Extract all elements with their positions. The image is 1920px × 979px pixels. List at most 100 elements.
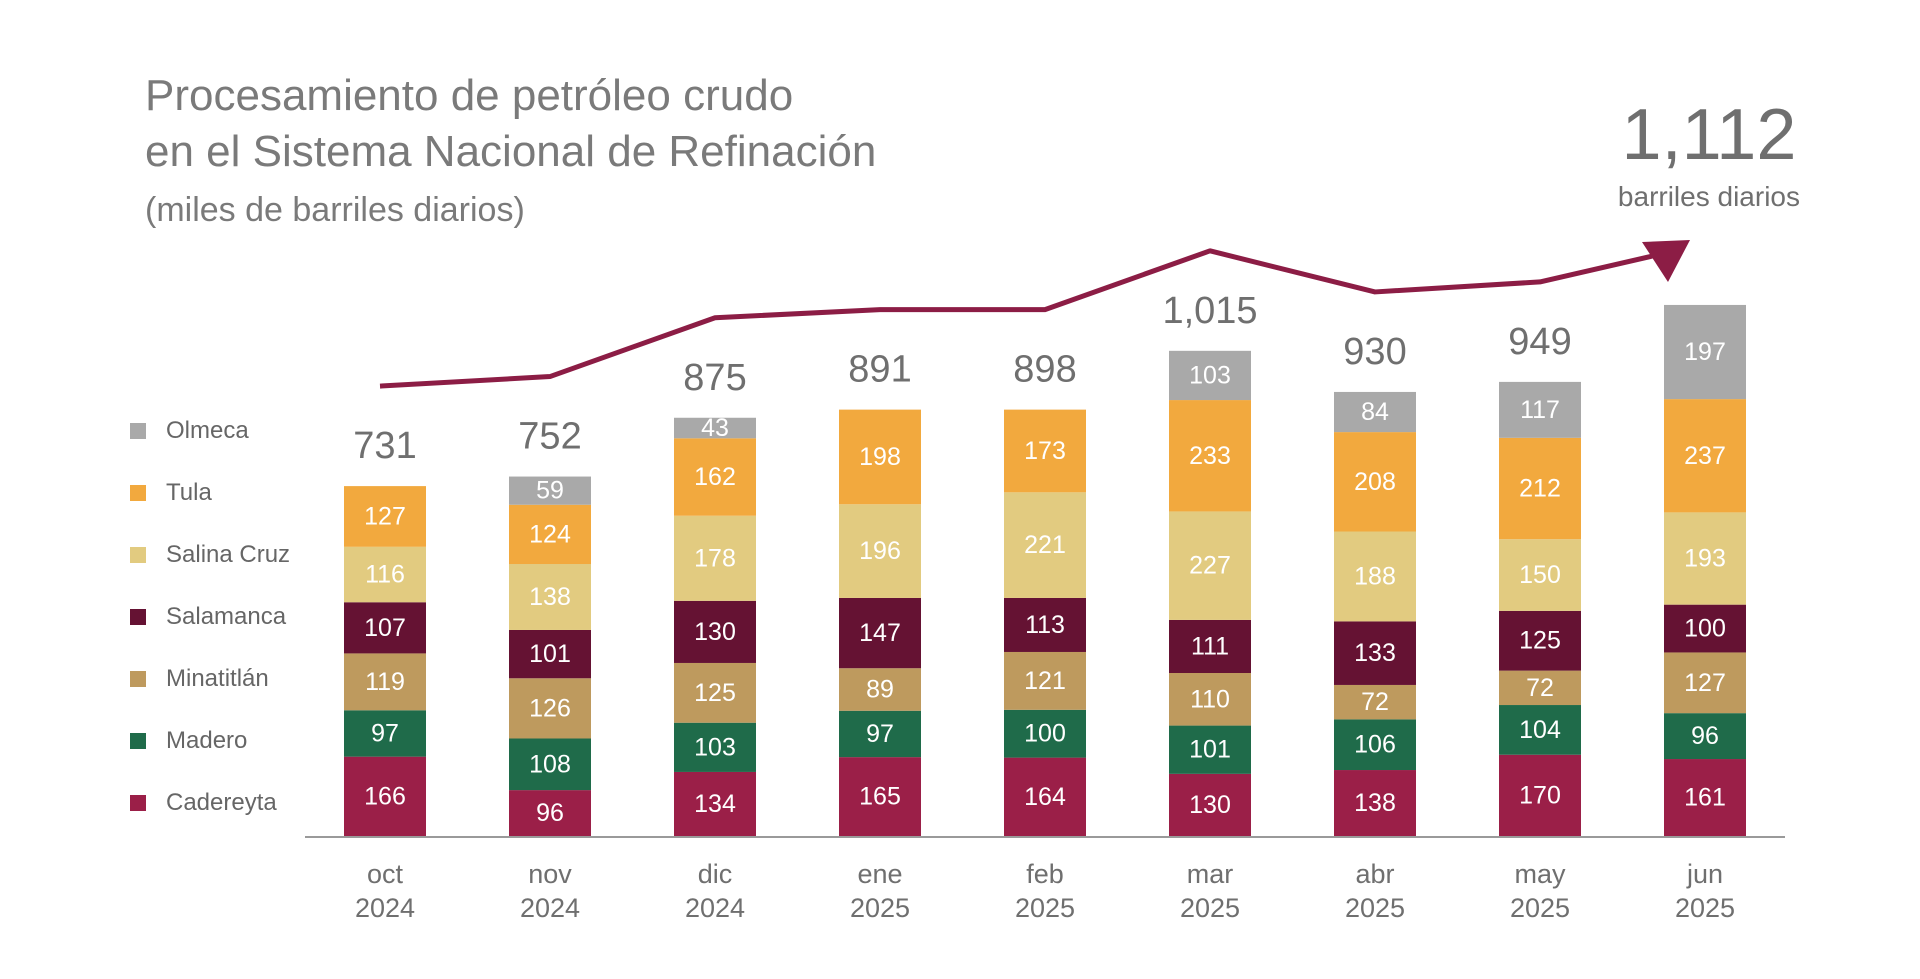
legend-swatch xyxy=(130,733,146,749)
bar-segment xyxy=(1664,713,1746,760)
bar-segment-label: 138 xyxy=(1354,789,1396,817)
bar-segment xyxy=(1499,539,1581,611)
bar-segment xyxy=(1499,610,1581,671)
bar-segment xyxy=(839,757,921,836)
legend-label: Madero xyxy=(166,727,248,754)
bar-segment-label: 43 xyxy=(701,414,729,442)
x-tick-label-month: feb xyxy=(1026,859,1064,889)
bar-segment xyxy=(839,668,921,711)
bar-segment xyxy=(1169,673,1251,726)
x-tick-label-month: oct xyxy=(367,859,404,889)
bar-segment-label: 119 xyxy=(365,668,405,696)
x-tick-label-year: 2025 xyxy=(1015,893,1075,923)
bar-segment xyxy=(674,438,756,516)
bar-segment xyxy=(839,597,921,669)
highlight-unit: barriles diarios xyxy=(1617,181,1800,212)
bar-segment-label: 117 xyxy=(1520,396,1560,424)
bar-segment-label: 147 xyxy=(859,619,901,647)
bar-segment-label: 96 xyxy=(536,799,564,827)
bar-total-label: 875 xyxy=(683,357,746,399)
bar-segment-label: 138 xyxy=(529,583,571,611)
bar-segment-label: 121 xyxy=(1024,667,1066,695)
bar-segment xyxy=(674,662,756,723)
highlight-value: 1,112 xyxy=(1621,95,1797,175)
x-tick-label-month: ene xyxy=(857,859,902,889)
bar-segment-label: 127 xyxy=(364,502,406,530)
legend-swatch xyxy=(130,795,146,811)
bar-segment xyxy=(1169,725,1251,774)
x-tick-label-year: 2024 xyxy=(685,893,745,923)
bar-segment-label: 233 xyxy=(1189,442,1231,470)
bar-segment-label: 97 xyxy=(371,719,399,747)
legend-item: Cadereyta xyxy=(130,772,290,834)
bar-segment-label: 164 xyxy=(1024,783,1066,811)
x-tick-label-year: 2025 xyxy=(1345,893,1405,923)
x-tick-label-month: mar xyxy=(1187,859,1234,889)
bar-segment xyxy=(1664,304,1746,400)
bar-segment-label: 89 xyxy=(866,675,894,703)
bar-segment xyxy=(1499,705,1581,755)
bar-segment xyxy=(1664,604,1746,653)
bar-segment-label: 107 xyxy=(364,614,406,642)
bar-segment xyxy=(509,504,591,565)
bar-total-label: 891 xyxy=(848,349,911,391)
x-tick-label-month: jun xyxy=(1686,859,1723,889)
bar-segment xyxy=(1499,381,1581,438)
bar-segment xyxy=(509,564,591,630)
bar-segment-label: 97 xyxy=(866,720,894,748)
bar-segment-label: 124 xyxy=(529,520,571,548)
bar-segment xyxy=(1334,719,1416,771)
x-tick-label-month: dic xyxy=(698,859,733,889)
bar-segment-label: 125 xyxy=(1519,627,1561,655)
bar-segment-label: 101 xyxy=(529,640,571,668)
bar-segment-label: 162 xyxy=(694,463,736,491)
legend-item: Salina Cruz xyxy=(130,524,290,586)
bar-segment-label: 178 xyxy=(694,544,736,572)
bar-segment-label: 96 xyxy=(1691,722,1719,750)
bar-segment-label: 196 xyxy=(859,537,901,565)
bar-segment xyxy=(344,653,426,711)
bar-segment xyxy=(1169,773,1251,836)
x-tick-label-month: nov xyxy=(528,859,572,889)
bar-segment-label: 133 xyxy=(1354,639,1396,667)
bar-segment xyxy=(509,678,591,739)
legend: Olmeca Tula Salina Cruz Salamanca Minatitlán… xyxy=(130,400,290,834)
bar-segment xyxy=(674,515,756,601)
x-tick-label-month: abr xyxy=(1355,859,1394,889)
x-tick-label-year: 2024 xyxy=(520,893,580,923)
bar-segment xyxy=(1499,670,1581,706)
bar-segment xyxy=(509,629,591,679)
bar-segment xyxy=(674,722,756,772)
legend-label: Minatitlán xyxy=(166,665,269,692)
bar-segment xyxy=(509,476,591,505)
bar-segment xyxy=(1664,759,1746,836)
bar-total-label: 1,015 xyxy=(1162,290,1257,332)
bar-segment xyxy=(1004,651,1086,710)
trend-arrowhead xyxy=(1642,240,1690,282)
bar-segment-label: 208 xyxy=(1354,468,1396,496)
legend-swatch xyxy=(130,423,146,439)
legend-swatch xyxy=(130,671,146,687)
bar-segment-label: 100 xyxy=(1024,720,1066,748)
bar-total-label: 731 xyxy=(353,425,416,467)
bar-segment xyxy=(1004,492,1086,598)
title-block: Procesamiento de petróleo crudo en el Si… xyxy=(145,68,876,240)
legend-item: Salamanca xyxy=(130,586,290,648)
bar-segment xyxy=(1004,757,1086,836)
bar-segment xyxy=(839,504,921,598)
bar-segment-label: 130 xyxy=(1189,791,1231,819)
bar-segment-label: 126 xyxy=(529,694,571,722)
bar-segment-label: 188 xyxy=(1354,562,1396,590)
bar-total-label: 949 xyxy=(1508,321,1571,363)
bar-segment xyxy=(1499,437,1581,540)
bar-segment-label: 108 xyxy=(529,750,571,778)
bar-segment xyxy=(1334,770,1416,836)
bar-segment xyxy=(344,602,426,654)
bar-segment-label: 110 xyxy=(1190,685,1230,713)
x-tick-label-year: 2025 xyxy=(1675,893,1735,923)
trend-line xyxy=(379,248,1671,389)
bar-segment xyxy=(839,710,921,758)
bar-segment-label: 170 xyxy=(1519,781,1561,809)
bar-segment xyxy=(1169,619,1251,674)
legend-swatch xyxy=(130,609,146,625)
